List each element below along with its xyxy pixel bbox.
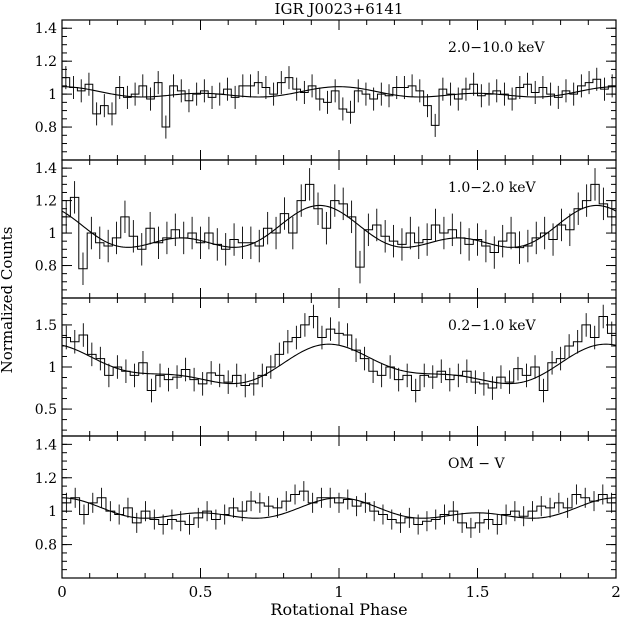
y-tick-label: 1 xyxy=(48,504,57,520)
histogram-steps xyxy=(62,77,616,128)
band-label: 2.0−10.0 keV xyxy=(448,40,545,56)
panels: 0.8 1 1.2 1.4 2.0−10.0 keV 0.8 1 1.2 1.4 1.0−2.0 … xyxy=(35,19,620,601)
x-tick-label: 2 xyxy=(611,583,620,601)
x-tick-label: 1 xyxy=(334,583,344,601)
y-tick-label: 1.2 xyxy=(35,54,57,70)
panel-3: 0.5 1 1.5 0.2−1.0 keV xyxy=(35,297,617,437)
histogram-steps xyxy=(62,490,616,529)
model-curve xyxy=(61,86,617,98)
panel-2: 0.8 1 1.2 1.4 1.0−2.0 keV xyxy=(35,159,617,299)
y-tick-label: 0.8 xyxy=(35,259,57,275)
model-curve xyxy=(61,343,617,385)
y-tick-label: 0.8 xyxy=(35,538,57,554)
x-axis-label: Rotational Phase xyxy=(270,600,407,619)
band-label: 0.2−1.0 keV xyxy=(448,318,536,334)
panel-4: 0.8 1 1.2 1.4 OM − V xyxy=(35,435,617,579)
y-tick-label: 0.5 xyxy=(35,402,57,418)
band-label: 1.0−2.0 keV xyxy=(448,180,536,196)
band-label: OM − V xyxy=(448,456,505,472)
y-tick-label: 1 xyxy=(48,87,57,103)
y-tick-label: 1 xyxy=(48,360,57,376)
y-tick-label: 1 xyxy=(48,226,57,242)
x-tick-label: 1.5 xyxy=(466,583,490,601)
y-axis-label: Normalized Counts xyxy=(0,227,16,374)
y-tick-label: 1.2 xyxy=(35,471,57,487)
y-tick-label: 0.8 xyxy=(35,120,57,136)
histogram-steps xyxy=(62,183,616,270)
y-tick-label: 1.2 xyxy=(35,194,57,210)
panel-1: 0.8 1 1.2 1.4 2.0−10.0 keV xyxy=(35,19,617,161)
x-tick-label: 0 xyxy=(57,583,67,601)
model-curve xyxy=(61,204,617,248)
model-curve xyxy=(61,497,617,519)
x-tick-label: 0.5 xyxy=(189,583,213,601)
y-tick-label: 1.4 xyxy=(35,161,57,177)
y-tick-label: 1.4 xyxy=(35,437,57,453)
y-tick-label: 1.5 xyxy=(35,318,57,334)
y-tick-label: 1.4 xyxy=(35,21,57,37)
figure-title: IGR J0023+6141 xyxy=(275,0,404,18)
